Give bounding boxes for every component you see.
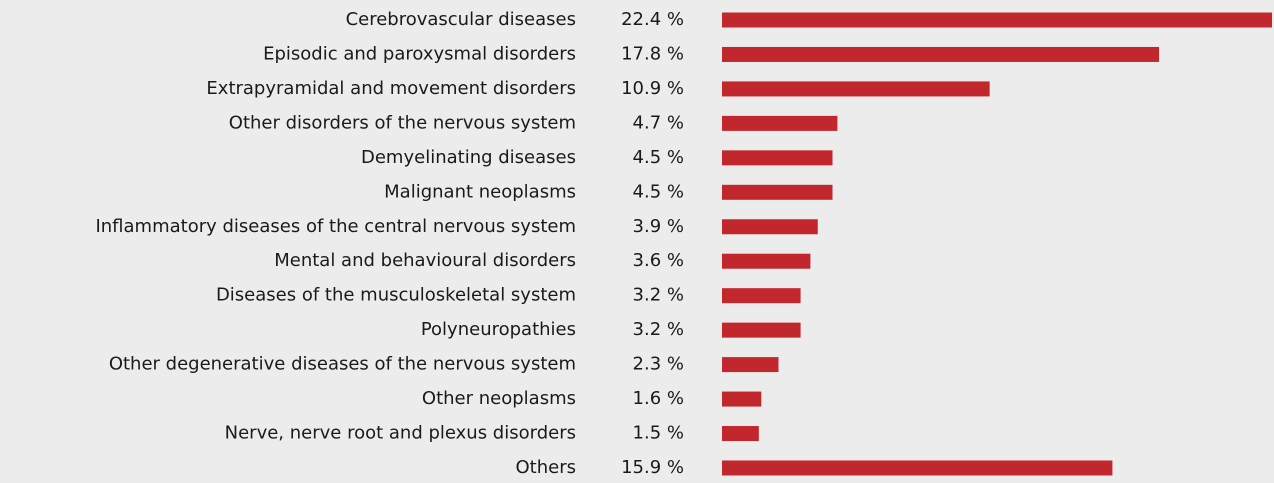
value-label: 17.8 % [621,43,684,64]
category-label: Other degenerative diseases of the nervo… [109,354,576,375]
value-label: 3.9 % [633,216,684,237]
value-label: 2.3 % [633,354,684,375]
bar [722,81,990,97]
value-label: 10.9 % [621,78,684,99]
bar [722,357,779,373]
value-label: 22.4 % [621,9,684,30]
value-label: 4.7 % [633,112,684,133]
value-label: 4.5 % [633,181,684,202]
value-label: 3.2 % [633,319,684,340]
value-label: 4.5 % [633,147,684,168]
category-label: Malignant neoplasms [384,181,576,202]
category-label: Demyelinating diseases [361,147,576,168]
bar [722,288,801,304]
category-label: Episodic and paroxysmal disorders [263,43,576,64]
category-label: Extrapyramidal and movement disorders [206,78,576,99]
bar [722,426,759,442]
bar [722,115,838,131]
value-label: 1.5 % [633,423,684,444]
category-label: Polyneuropathies [421,319,576,340]
category-label: Inflammatory diseases of the central ner… [95,216,576,237]
bar [722,219,818,235]
category-label: Other disorders of the nervous system [229,112,576,133]
value-label: 15.9 % [621,457,684,478]
bar [722,150,833,166]
bar [722,322,801,338]
bar [722,12,1272,28]
bar [722,253,811,269]
bar [722,460,1113,476]
bar [722,46,1160,62]
category-label: Mental and behavioural disorders [274,250,576,271]
category-label: Cerebrovascular diseases [346,9,576,30]
category-label: Others [516,457,577,478]
category-label: Diseases of the musculoskeletal system [216,285,576,306]
value-label: 1.6 % [633,388,684,409]
value-label: 3.6 % [633,250,684,271]
category-label: Nerve, nerve root and plexus disorders [225,423,576,444]
bar [722,391,762,407]
value-label: 3.2 % [633,285,684,306]
bar [722,184,833,200]
category-label: Other neoplasms [422,388,576,409]
